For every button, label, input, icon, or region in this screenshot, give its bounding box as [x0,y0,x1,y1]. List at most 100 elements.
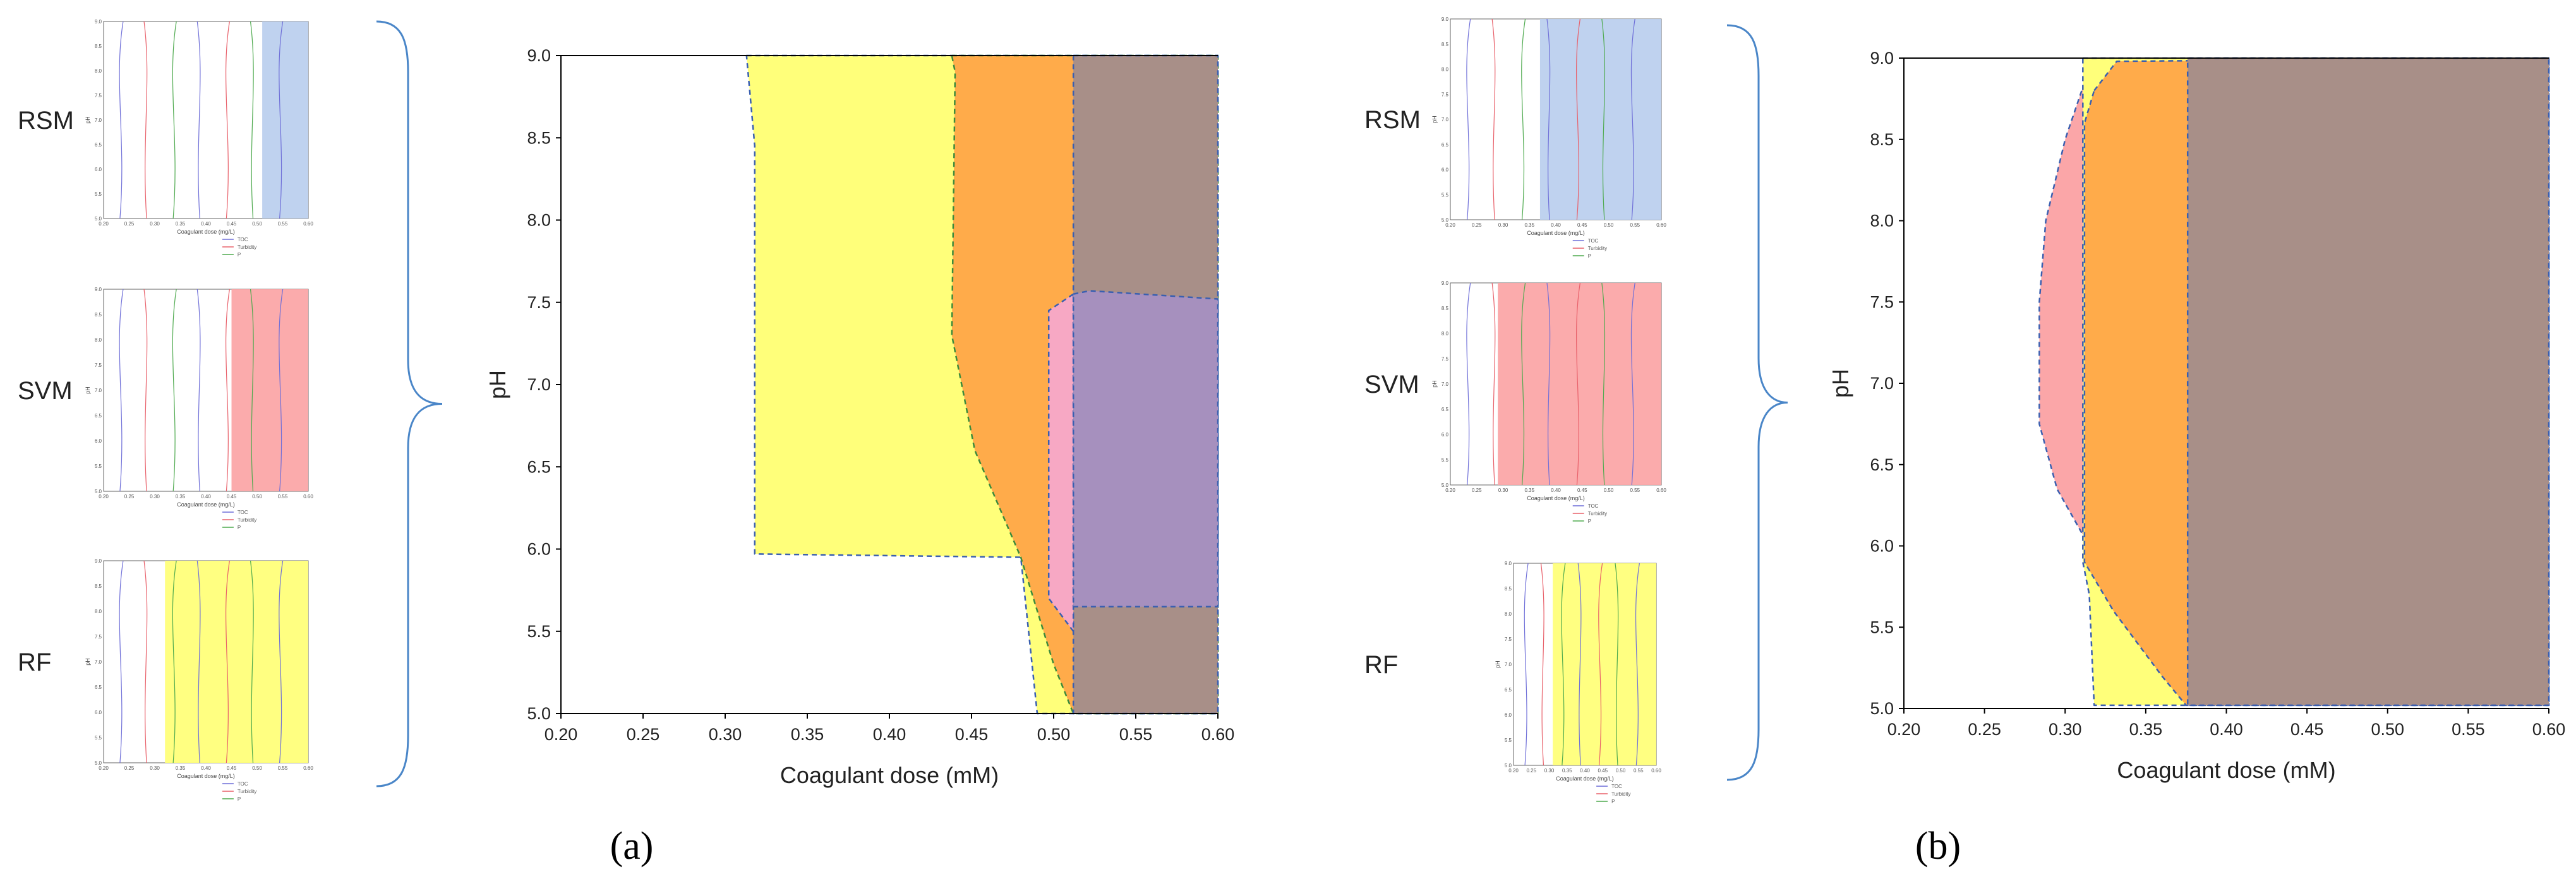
mini-y-tick-label: 6.0 [1441,432,1449,438]
mini-y-tick-label: 9.0 [1505,561,1512,566]
mini-x-tick-label: 0.30 [1544,768,1555,774]
mini-y-tick-label: 6.0 [95,167,102,172]
mini-y-tick-label: 8.5 [95,583,102,589]
model-label-rsm: RSM [1364,106,1421,134]
mini-x-tick-label: 0.45 [1577,487,1587,493]
mini-contour-line [1524,563,1529,766]
mini-x-tick-label: 0.30 [1498,487,1508,493]
mini-contour-line [1576,18,1580,220]
x-tick-label: 0.45 [955,725,989,744]
mini-x-axis-title: Coagulant dose (mg/L) [1527,495,1585,501]
mini-contour-line [172,560,177,763]
mini-feasible-region [1539,19,1661,220]
mini-y-tick-label: 5.5 [1441,192,1449,198]
mini-x-tick-label: 0.30 [150,494,160,499]
x-tick-label: 0.30 [709,725,742,744]
mini-y-tick-label: 8.0 [95,337,102,343]
y-tick-label: 8.5 [1870,130,1894,149]
mini-y-tick-label: 7.5 [1441,92,1449,97]
mini-contour-line [279,21,284,219]
mini-legend-label: TOC [1588,238,1599,244]
mini-y-tick-label: 7.0 [95,117,102,123]
mini-x-tick-label: 0.35 [176,765,186,771]
mini-contour-line [226,21,230,219]
curly-brace [1726,24,1788,781]
mini-legend-label: Turbidity [1588,246,1607,251]
mini-plot-rf: 0.20 0.25 0.30 0.35 0.40 0.45 0.50 0.55 0.60 5.0 5… [1495,561,1661,804]
mini-y-axis-title: pH [85,116,91,124]
model-label-rsm: RSM [18,107,74,135]
mini-feasible-region [262,21,308,218]
mini-x-tick-label: 0.50 [252,765,262,771]
mini-x-tick-label: 0.35 [176,221,186,227]
x-tick-label: 0.25 [1968,720,2001,739]
mini-x-tick-label: 0.30 [1498,222,1508,228]
mini-contour-line [250,21,254,219]
mini-feasible-region [165,561,308,763]
mini-y-tick-label: 5.5 [95,735,102,741]
mini-contour-line [1577,563,1582,766]
y-tick-label: 5.5 [527,622,551,641]
y-tick-label: 9.0 [1870,49,1894,68]
mini-x-tick-label: 0.50 [1604,487,1614,493]
y-tick-label: 9.0 [527,46,551,65]
x-axis-title: Coagulant dose (mM) [780,762,999,788]
mini-y-tick-label: 6.0 [1505,712,1512,718]
mini-contour-line [1615,563,1619,766]
x-axis-title: Coagulant dose (mM) [2117,757,2335,783]
mini-y-tick-label: 8.5 [95,44,102,49]
mini-x-tick-label: 0.40 [1551,487,1561,493]
x-tick-label: 0.60 [2532,720,2566,739]
mini-contour-line [1546,18,1551,220]
x-tick-label: 0.55 [2452,720,2485,739]
y-tick-label: 6.0 [527,540,551,559]
mini-x-tick-label: 0.20 [99,765,109,771]
mini-plot-rsm: 0.20 0.25 0.30 0.35 0.40 0.45 0.50 0.55 0.60 5.0 5… [1431,16,1666,259]
mini-contour-line [1635,563,1640,766]
mini-y-tick-label: 5.0 [1441,482,1449,488]
mini-contour-line [1598,563,1603,766]
mini-x-tick-label: 0.55 [278,765,288,771]
mini-feasible-region [1553,563,1656,765]
mini-x-tick-label: 0.50 [252,494,262,499]
x-tick-label: 0.45 [2290,720,2324,739]
mini-x-tick-label: 0.40 [201,221,211,227]
mini-y-tick-label: 8.0 [1441,67,1449,73]
y-tick-label: 8.0 [1870,212,1894,230]
mini-y-tick-label: 5.5 [95,463,102,469]
y-tick-label: 5.0 [1870,699,1894,718]
mini-y-tick-label: 7.5 [1441,356,1449,362]
model-label-rf: RF [1364,651,1398,679]
mini-y-tick-label: 8.0 [95,68,102,74]
mini-y-tick-label: 7.5 [95,93,102,99]
model-label-svm: SVM [1364,371,1419,398]
mini-x-tick-label: 0.50 [252,221,262,227]
mini-legend-label: TOC [1611,784,1622,789]
mini-y-tick-label: 9.0 [95,558,102,564]
mini-contour-line [172,21,177,219]
mini-contour-line [1601,282,1606,486]
curly-brace [376,20,443,787]
x-tick-label: 0.55 [1119,725,1153,744]
mini-y-tick-label: 6.0 [95,710,102,715]
mini-y-axis-title: pH [1495,661,1501,668]
mini-contour-line [279,560,284,763]
x-tick-label: 0.40 [873,725,906,744]
mini-contour-line [1630,282,1635,486]
mini-y-tick-label: 6.5 [95,413,102,419]
mini-contour-line [119,289,124,492]
mini-x-tick-label: 0.40 [201,494,211,499]
mini-x-axis-title: Coagulant dose (mg/L) [1556,775,1614,782]
mini-x-tick-label: 0.25 [124,494,135,499]
mini-x-tick-label: 0.60 [1656,222,1666,228]
mini-y-tick-label: 6.0 [95,438,102,444]
mini-legend-label: Turbidity [1588,511,1607,517]
mini-x-tick-label: 0.25 [124,221,135,227]
mini-x-tick-label: 0.55 [278,221,288,227]
mini-y-tick-label: 8.0 [1505,611,1512,617]
mini-y-tick-label: 9.0 [95,287,102,292]
mini-x-tick-label: 0.20 [1445,487,1455,493]
y-tick-label: 6.0 [1870,537,1894,556]
region-red [2038,81,2086,539]
mini-x-tick-label: 0.25 [1472,222,1482,228]
